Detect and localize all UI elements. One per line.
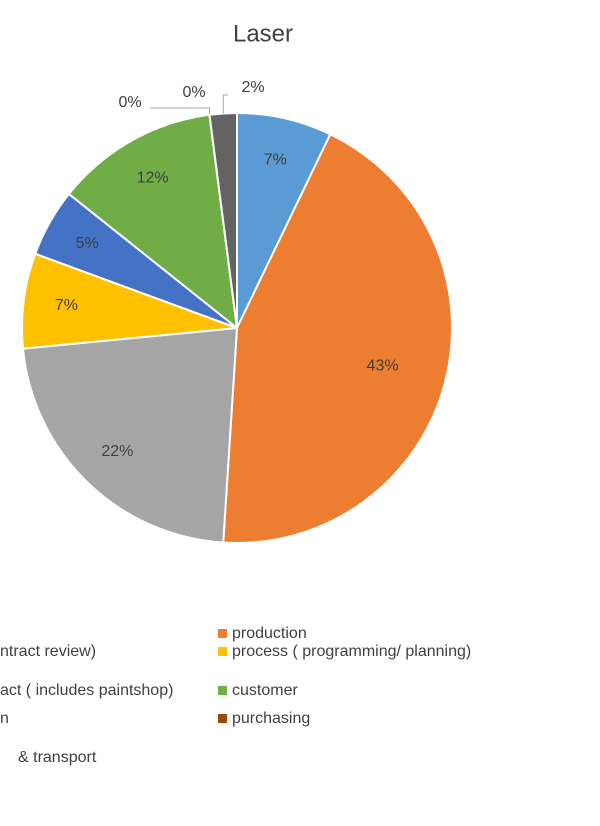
leader-line bbox=[150, 107, 211, 115]
legend-label: production bbox=[232, 625, 307, 642]
data-label: 0% bbox=[182, 84, 205, 101]
legend-label: purchasing bbox=[232, 710, 310, 727]
legend-marker bbox=[218, 629, 227, 638]
pie-slice bbox=[21, 326, 239, 544]
data-label: 7% bbox=[264, 152, 287, 169]
data-label: 43% bbox=[367, 357, 399, 374]
data-label: 2% bbox=[241, 79, 264, 96]
legend-label: n bbox=[0, 710, 9, 727]
legend-label: customer bbox=[232, 682, 298, 699]
data-label: 22% bbox=[101, 443, 133, 460]
chart-title: Laser bbox=[233, 20, 293, 47]
legend-label: & transport bbox=[18, 749, 97, 766]
legend-label: process ( programming/ planning) bbox=[232, 643, 471, 660]
pie-slice bbox=[67, 113, 239, 331]
leader-line bbox=[222, 94, 228, 114]
data-label: 5% bbox=[76, 235, 99, 252]
legend-marker bbox=[218, 686, 227, 695]
pie-slice bbox=[222, 132, 453, 544]
legend-marker bbox=[218, 714, 227, 723]
legend-marker bbox=[218, 647, 227, 656]
data-label: 0% bbox=[118, 94, 141, 111]
data-label: 12% bbox=[137, 169, 169, 186]
legend-label: ntract review) bbox=[0, 643, 96, 660]
legend-label: act ( includes paintshop) bbox=[0, 682, 173, 699]
data-label: 7% bbox=[55, 297, 78, 314]
